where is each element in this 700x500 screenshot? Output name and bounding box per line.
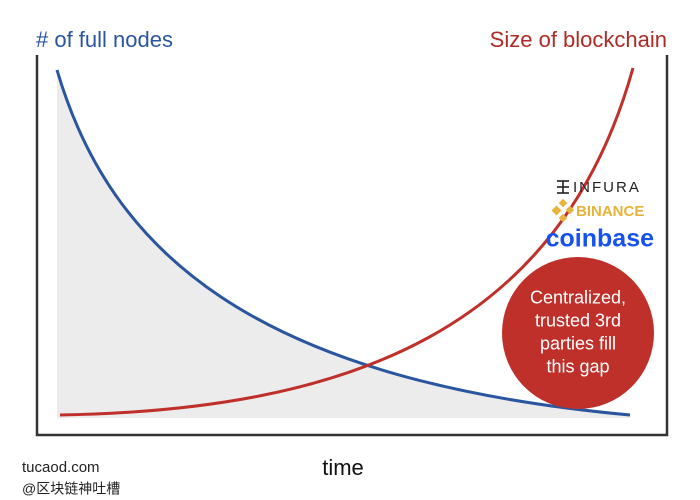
callout-line: Centralized,: [530, 287, 626, 307]
callout-line: parties fill: [540, 333, 616, 353]
axes: [35, 55, 669, 437]
shaded-area: [57, 70, 630, 418]
watermark-site: tucaod.com: [22, 459, 100, 476]
left-label: # of full nodes: [36, 27, 173, 52]
callout-text: Centralized, trusted 3rd parties fill this …: [530, 287, 626, 376]
watermark-handle: @区块链神吐槽: [22, 481, 120, 497]
nodes-curve: [55, 69, 631, 417]
coinbase-logo: coinbase: [546, 225, 654, 253]
callout-line: trusted 3rd: [535, 310, 621, 330]
x-label: time: [322, 455, 364, 480]
right-label: Size of blockchain: [490, 27, 667, 52]
callout-line: this gap: [546, 356, 609, 376]
infura-logo: INFURA: [573, 179, 641, 196]
infura-icon: [557, 180, 569, 194]
blockchain-curve: [59, 67, 635, 417]
callout-circle: [502, 257, 654, 409]
binance-logo: BINANCE: [576, 203, 644, 220]
